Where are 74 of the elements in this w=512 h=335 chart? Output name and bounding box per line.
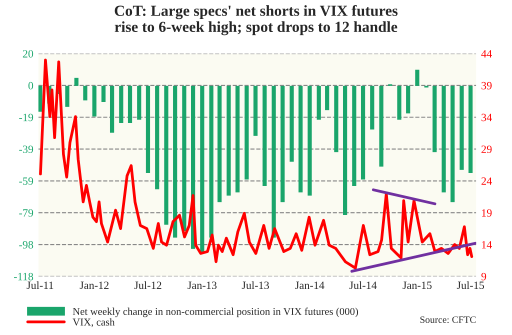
bar bbox=[209, 86, 214, 238]
bar bbox=[164, 86, 168, 225]
y-tick-label: -39 bbox=[19, 146, 34, 154]
bar bbox=[128, 86, 132, 124]
legend-label: VIX, cash bbox=[72, 318, 115, 328]
y-tick-label: -59 bbox=[19, 177, 34, 185]
bar bbox=[468, 86, 473, 174]
bar bbox=[235, 86, 240, 192]
bar bbox=[65, 86, 70, 107]
bar bbox=[290, 86, 294, 162]
y-tick-label: -118 bbox=[14, 272, 34, 280]
x-tick-label: Jan-15 bbox=[402, 282, 432, 290]
y2-tick-label: 34 bbox=[482, 114, 492, 122]
y-tick-label: -98 bbox=[19, 241, 34, 249]
bar bbox=[182, 86, 186, 232]
legend-label: Net weekly change in non-commercial position in VIX futures (000) bbox=[72, 308, 358, 318]
bar bbox=[370, 86, 374, 130]
chart-title: CoT: Large specs' net shorts in VIX futures rise to 6-week high; spot drops to 12 handle bbox=[114, 5, 398, 36]
y2-tick-label: 29 bbox=[482, 146, 492, 154]
bar bbox=[110, 86, 114, 133]
bar bbox=[119, 86, 124, 124]
bar bbox=[101, 86, 106, 102]
y2-tick-label: 39 bbox=[482, 82, 492, 90]
bar bbox=[218, 86, 222, 202]
x-tick-label: Jul-12 bbox=[134, 281, 162, 290]
bar bbox=[334, 86, 338, 152]
bar bbox=[325, 86, 330, 110]
x-tick-label: Jan-14 bbox=[295, 282, 324, 290]
bar bbox=[244, 86, 249, 180]
bar bbox=[432, 86, 437, 152]
source-note: Source: CFTC bbox=[420, 316, 476, 324]
y-tick-label: -19 bbox=[19, 114, 34, 122]
y2-tick-label: 44 bbox=[481, 50, 492, 58]
x-tick-label: Jul-13 bbox=[242, 281, 269, 290]
bar bbox=[262, 86, 267, 186]
bar bbox=[83, 86, 88, 100]
bar bbox=[137, 86, 142, 120]
y2-tick-label: 19 bbox=[482, 209, 492, 217]
y-tick-label: 0 bbox=[28, 82, 34, 90]
bar bbox=[316, 86, 321, 120]
bar bbox=[352, 86, 356, 186]
bar bbox=[200, 86, 204, 252]
y2-tick-label: 9 bbox=[481, 272, 486, 280]
x-tick-label: Jul-15 bbox=[456, 281, 484, 290]
y2-tick-label: 24 bbox=[482, 177, 492, 185]
y-tick-label: -79 bbox=[19, 209, 34, 217]
bar bbox=[272, 86, 276, 238]
bar bbox=[460, 86, 464, 170]
bar bbox=[406, 86, 410, 114]
bar bbox=[442, 86, 446, 192]
x-tick-label: Jan-13 bbox=[188, 282, 217, 290]
bar bbox=[253, 86, 258, 136]
bar bbox=[308, 86, 312, 196]
bar bbox=[155, 86, 160, 190]
bar bbox=[298, 86, 303, 192]
line-series bbox=[39, 58, 474, 270]
x-tick-label: Jul-14 bbox=[349, 281, 377, 290]
bar bbox=[280, 86, 285, 202]
bar bbox=[92, 86, 96, 117]
bar bbox=[343, 86, 348, 216]
bar bbox=[74, 78, 78, 86]
bar bbox=[397, 86, 402, 120]
bar bbox=[415, 70, 420, 86]
bar bbox=[173, 86, 178, 238]
bar bbox=[360, 86, 366, 180]
bar bbox=[379, 86, 384, 167]
x-tick-label: Jan-12 bbox=[80, 282, 109, 290]
y2-tick-label: 14 bbox=[482, 241, 492, 248]
bar bbox=[146, 86, 150, 174]
bar bbox=[450, 86, 455, 202]
x-tick-label: Jul-11 bbox=[26, 281, 54, 290]
bar bbox=[226, 86, 231, 196]
bar bbox=[38, 86, 42, 112]
y-tick-label: 20 bbox=[22, 50, 34, 58]
